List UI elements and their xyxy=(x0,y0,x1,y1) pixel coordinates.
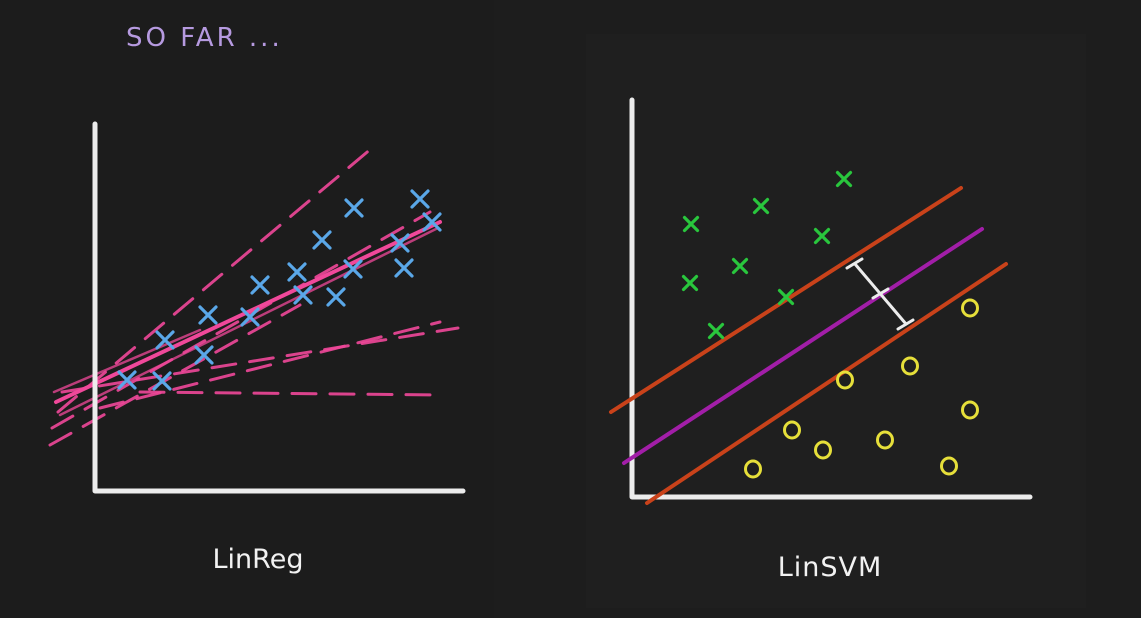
linreg-point-5 xyxy=(198,305,218,325)
fit-line-3 xyxy=(52,328,202,394)
linsvm-label: LinSVM xyxy=(778,552,883,583)
candidate-line-6 xyxy=(48,303,302,447)
candidate-line-5 xyxy=(138,390,442,397)
class-a-point-4 xyxy=(813,227,831,245)
linreg-label: LinReg xyxy=(213,544,304,575)
class-b-point-3 xyxy=(836,370,854,390)
class-b-point-2 xyxy=(901,356,919,376)
class-a-point-5 xyxy=(731,257,749,275)
margin-indicator-cap-bottom xyxy=(896,318,915,331)
class-b-point-1 xyxy=(961,298,979,318)
linreg-point-8 xyxy=(287,262,307,282)
class-a-point-2 xyxy=(752,197,770,215)
linreg-point-9 xyxy=(293,285,313,305)
class-a-point-3 xyxy=(835,170,853,188)
linreg-data-points xyxy=(117,189,442,391)
linreg-panel xyxy=(0,0,494,618)
linreg-point-6 xyxy=(240,307,260,327)
class-a-point-1 xyxy=(682,215,700,233)
class-a-point-6 xyxy=(681,274,699,292)
linreg-candidate-lines xyxy=(48,146,460,447)
class-b-point-4 xyxy=(961,400,979,420)
separating-hyperplane xyxy=(622,227,984,465)
class-b-point-9 xyxy=(940,456,958,476)
fit-line-2 xyxy=(58,226,440,417)
linreg-point-11 xyxy=(343,259,363,279)
class-b-point-6 xyxy=(814,440,832,460)
linreg-point-15 xyxy=(394,258,414,278)
upper-margin-line xyxy=(609,186,963,414)
class-b-points xyxy=(744,298,979,479)
linreg-axes xyxy=(92,121,466,494)
linreg-point-2 xyxy=(152,371,172,391)
margin-indicator-cap-top xyxy=(845,257,864,270)
heading-text: SO FAR ... xyxy=(126,23,283,53)
linreg-point-17 xyxy=(422,212,442,232)
margin-indicator-cap-mid xyxy=(871,287,890,300)
linreg-diagram: LinReg xyxy=(48,121,466,575)
candidate-line-2 xyxy=(50,210,432,430)
class-a-points xyxy=(681,170,853,340)
class-b-point-5 xyxy=(783,420,801,440)
fit-line-1 xyxy=(54,220,442,404)
class-a-point-8 xyxy=(707,322,725,340)
linsvm-axes xyxy=(629,97,1033,500)
linreg-point-1 xyxy=(117,370,137,390)
class-b-point-7 xyxy=(876,430,894,450)
linreg-point-12 xyxy=(312,230,332,250)
candidate-line-3 xyxy=(60,326,460,394)
linreg-point-4 xyxy=(194,345,214,365)
linreg-point-3 xyxy=(155,330,175,350)
linreg-point-13 xyxy=(344,198,364,218)
class-a-point-7 xyxy=(777,288,795,306)
linsvm-diagram: LinSVM xyxy=(609,97,1033,583)
linreg-point-10 xyxy=(326,287,346,307)
margin-width-indicator xyxy=(845,257,915,331)
linsvm-panel-background xyxy=(586,34,1086,608)
lower-margin-line xyxy=(645,262,1008,505)
class-b-point-8 xyxy=(744,459,762,479)
candidate-line-1 xyxy=(56,146,374,414)
linreg-point-16 xyxy=(410,189,430,209)
linsvm-panel xyxy=(494,0,1141,618)
linreg-point-7 xyxy=(250,275,270,295)
linreg-point-14 xyxy=(390,233,410,253)
